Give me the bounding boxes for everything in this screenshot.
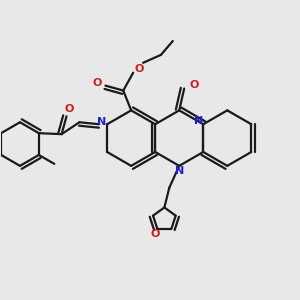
Text: N: N: [175, 166, 184, 176]
Text: N: N: [97, 117, 106, 127]
Text: O: O: [134, 64, 144, 74]
Text: O: O: [151, 229, 160, 239]
Text: N: N: [194, 116, 203, 126]
Text: O: O: [65, 104, 74, 114]
Text: O: O: [93, 78, 102, 88]
Text: O: O: [189, 80, 199, 90]
